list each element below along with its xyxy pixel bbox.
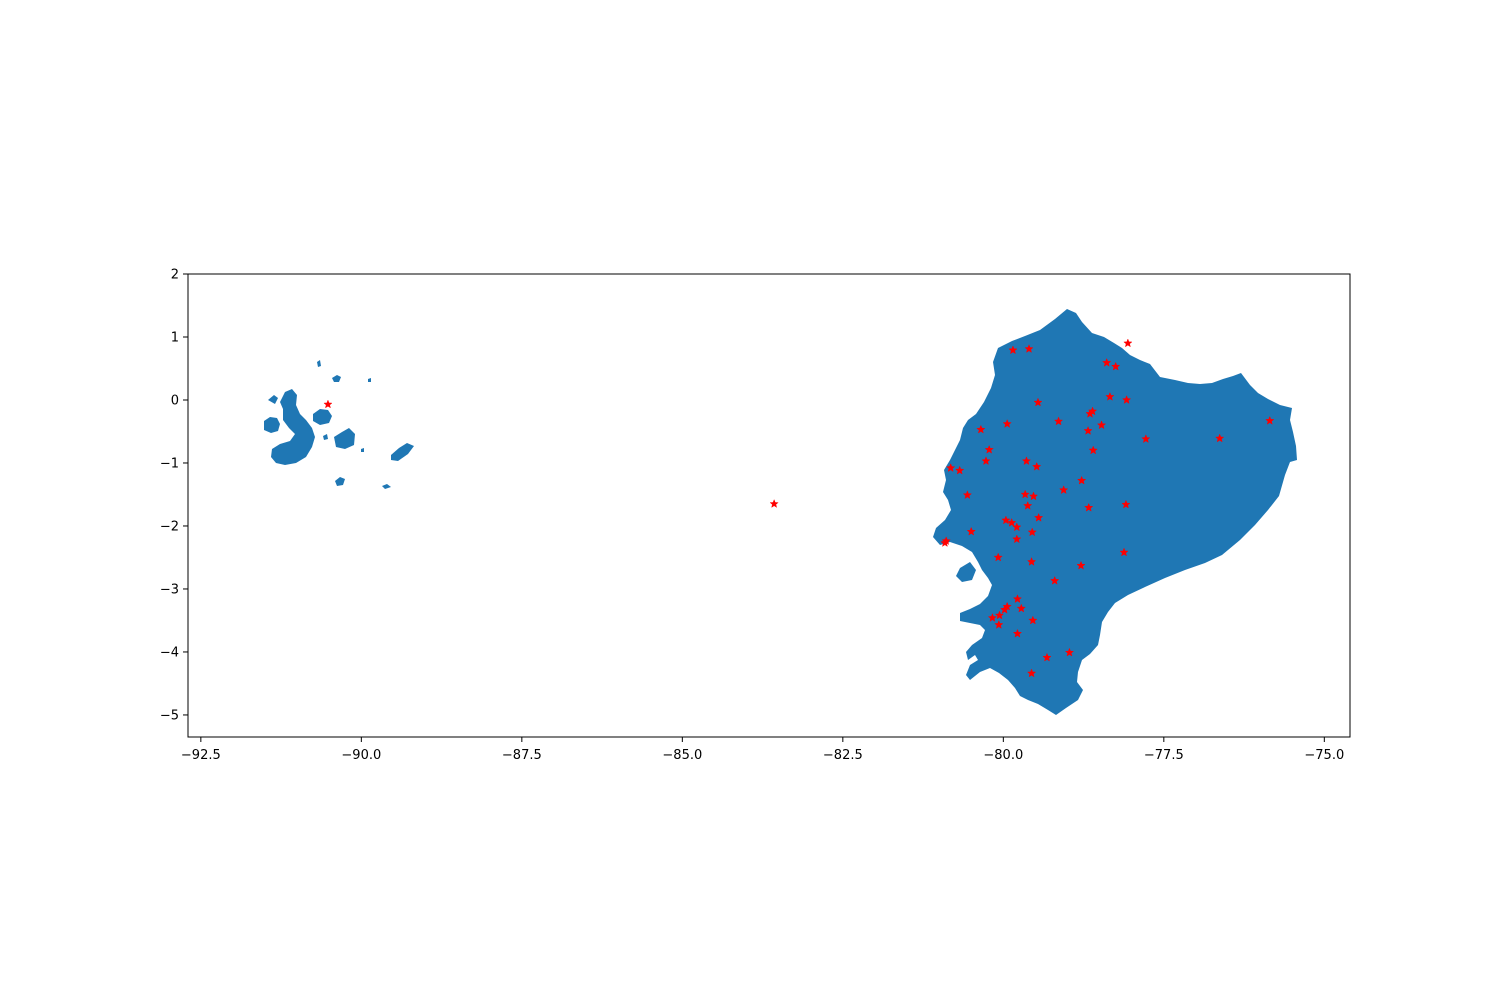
y-tick-label: −4 — [160, 645, 179, 660]
location-marker — [987, 613, 998, 622]
marchena-island — [332, 375, 341, 382]
location-marker — [1119, 547, 1129, 557]
isabela-island — [271, 389, 315, 465]
location-marker — [1024, 344, 1034, 353]
location-marker — [1033, 512, 1044, 522]
location-marker — [984, 444, 994, 454]
location-marker — [1021, 456, 1032, 466]
location-marker — [1028, 615, 1038, 625]
land-layer — [264, 309, 1297, 715]
location-marker — [1028, 491, 1039, 501]
location-marker — [1084, 502, 1094, 512]
location-marker — [1076, 475, 1087, 485]
y-tick-label: −2 — [160, 519, 179, 534]
san-cristobal-island — [391, 443, 414, 461]
location-marker — [1008, 345, 1018, 355]
location-marker — [1123, 338, 1133, 348]
location-marker — [1085, 408, 1095, 418]
location-marker — [993, 552, 1003, 562]
location-marker — [1265, 415, 1275, 425]
x-tick-label: −90.0 — [341, 748, 381, 763]
location-marker — [962, 490, 973, 500]
location-marker — [1059, 485, 1069, 495]
santiago-island — [313, 409, 332, 425]
location-marker — [955, 465, 965, 475]
ecuador-mainland — [933, 309, 1297, 715]
x-tick-label: −82.5 — [823, 748, 863, 763]
location-marker — [1026, 556, 1037, 566]
y-tick-label: 1 — [171, 330, 179, 345]
location-marker — [1002, 419, 1012, 428]
location-marker — [1088, 445, 1098, 455]
location-marker — [1121, 499, 1131, 509]
location-marker — [1076, 560, 1086, 570]
location-marker — [1050, 575, 1060, 585]
baltra-islet — [323, 434, 328, 440]
location-marker — [323, 399, 333, 409]
location-marker — [1111, 361, 1121, 371]
x-tick-label: −92.5 — [181, 748, 221, 763]
axes-frame — [187, 273, 1351, 738]
x-tick-label: −80.0 — [983, 748, 1023, 763]
location-marker — [994, 610, 1005, 620]
location-marker — [1215, 433, 1225, 443]
location-marker — [940, 538, 950, 547]
location-marker — [1012, 522, 1022, 532]
x-axis: −92.5 −90.0 −87.5 −85.0 −82.5 −80.0 −77.5 −75.0 — [181, 737, 1344, 763]
y-tick-label: 0 — [171, 393, 179, 408]
location-marker — [1105, 391, 1115, 401]
location-marker — [976, 424, 986, 434]
santa-fe-islet — [361, 448, 364, 452]
y-tick-label: 2 — [171, 268, 179, 283]
location-marker — [1053, 416, 1064, 426]
x-tick-label: −77.5 — [1144, 748, 1184, 763]
isabela-north-islet — [268, 395, 278, 404]
x-tick-label: −85.0 — [662, 748, 702, 763]
location-marker — [1020, 489, 1030, 499]
y-tick-label: −5 — [160, 708, 179, 723]
location-marker — [966, 526, 976, 536]
fernandina-island — [264, 417, 280, 433]
location-marker — [1141, 434, 1151, 444]
location-marker — [946, 463, 956, 472]
location-marker — [999, 604, 1010, 614]
points-layer — [323, 338, 1275, 678]
location-marker — [994, 619, 1004, 629]
puna-island — [956, 562, 976, 582]
location-marker — [1042, 652, 1052, 662]
location-marker — [769, 499, 779, 508]
location-marker — [1001, 515, 1011, 525]
x-tick-label: −75.0 — [1304, 748, 1344, 763]
location-marker — [1032, 461, 1042, 471]
location-marker — [1026, 668, 1037, 678]
location-marker — [1012, 594, 1023, 604]
pinta-island — [317, 360, 321, 367]
location-marker — [1102, 357, 1112, 367]
espanola-island — [382, 484, 391, 489]
location-marker — [1033, 397, 1043, 407]
location-marker — [1023, 500, 1033, 510]
y-tick-label: −3 — [160, 582, 179, 597]
location-marker — [1007, 517, 1017, 527]
genovesa-island — [368, 378, 371, 382]
y-tick-label: −1 — [160, 456, 179, 471]
y-axis: 2 1 0 −1 −2 −3 −4 −5 — [160, 268, 188, 723]
location-marker — [1016, 603, 1026, 613]
location-marker — [1012, 628, 1023, 638]
x-tick-label: −87.5 — [502, 748, 542, 763]
location-marker — [1012, 534, 1022, 544]
location-marker — [1064, 647, 1075, 657]
location-marker — [1121, 395, 1132, 404]
location-marker — [1027, 527, 1037, 537]
location-marker — [1096, 420, 1107, 430]
floreana-island — [335, 477, 345, 486]
location-marker — [981, 456, 991, 466]
santa-cruz-island — [334, 428, 355, 449]
location-marker — [1083, 425, 1093, 435]
